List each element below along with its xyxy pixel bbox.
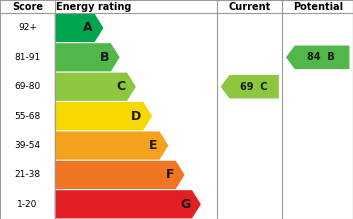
Text: 21-38: 21-38 — [14, 170, 41, 179]
Polygon shape — [55, 102, 152, 130]
Text: 69  C: 69 C — [240, 82, 267, 92]
Text: 81-91: 81-91 — [14, 53, 41, 62]
Polygon shape — [286, 46, 349, 69]
Text: 55-68: 55-68 — [14, 112, 41, 121]
Text: 69-80: 69-80 — [14, 82, 41, 91]
Text: F: F — [166, 168, 174, 181]
Polygon shape — [55, 43, 120, 71]
Text: C: C — [116, 80, 125, 93]
Text: G: G — [180, 198, 190, 211]
Text: 1-20: 1-20 — [17, 200, 37, 209]
Polygon shape — [221, 75, 279, 99]
Text: Potential: Potential — [293, 2, 343, 12]
Text: 92+: 92+ — [18, 23, 37, 32]
Text: 39-54: 39-54 — [14, 141, 41, 150]
Text: Energy rating: Energy rating — [56, 2, 132, 12]
Text: 84  B: 84 B — [307, 52, 335, 62]
Text: Current: Current — [229, 2, 271, 12]
Text: B: B — [100, 51, 109, 64]
Polygon shape — [55, 131, 168, 160]
Text: D: D — [131, 110, 142, 123]
Text: A: A — [83, 21, 93, 34]
Polygon shape — [55, 73, 136, 101]
Text: E: E — [149, 139, 158, 152]
Polygon shape — [55, 161, 185, 189]
Polygon shape — [55, 190, 201, 218]
Text: Score: Score — [12, 2, 43, 12]
Polygon shape — [55, 14, 103, 42]
